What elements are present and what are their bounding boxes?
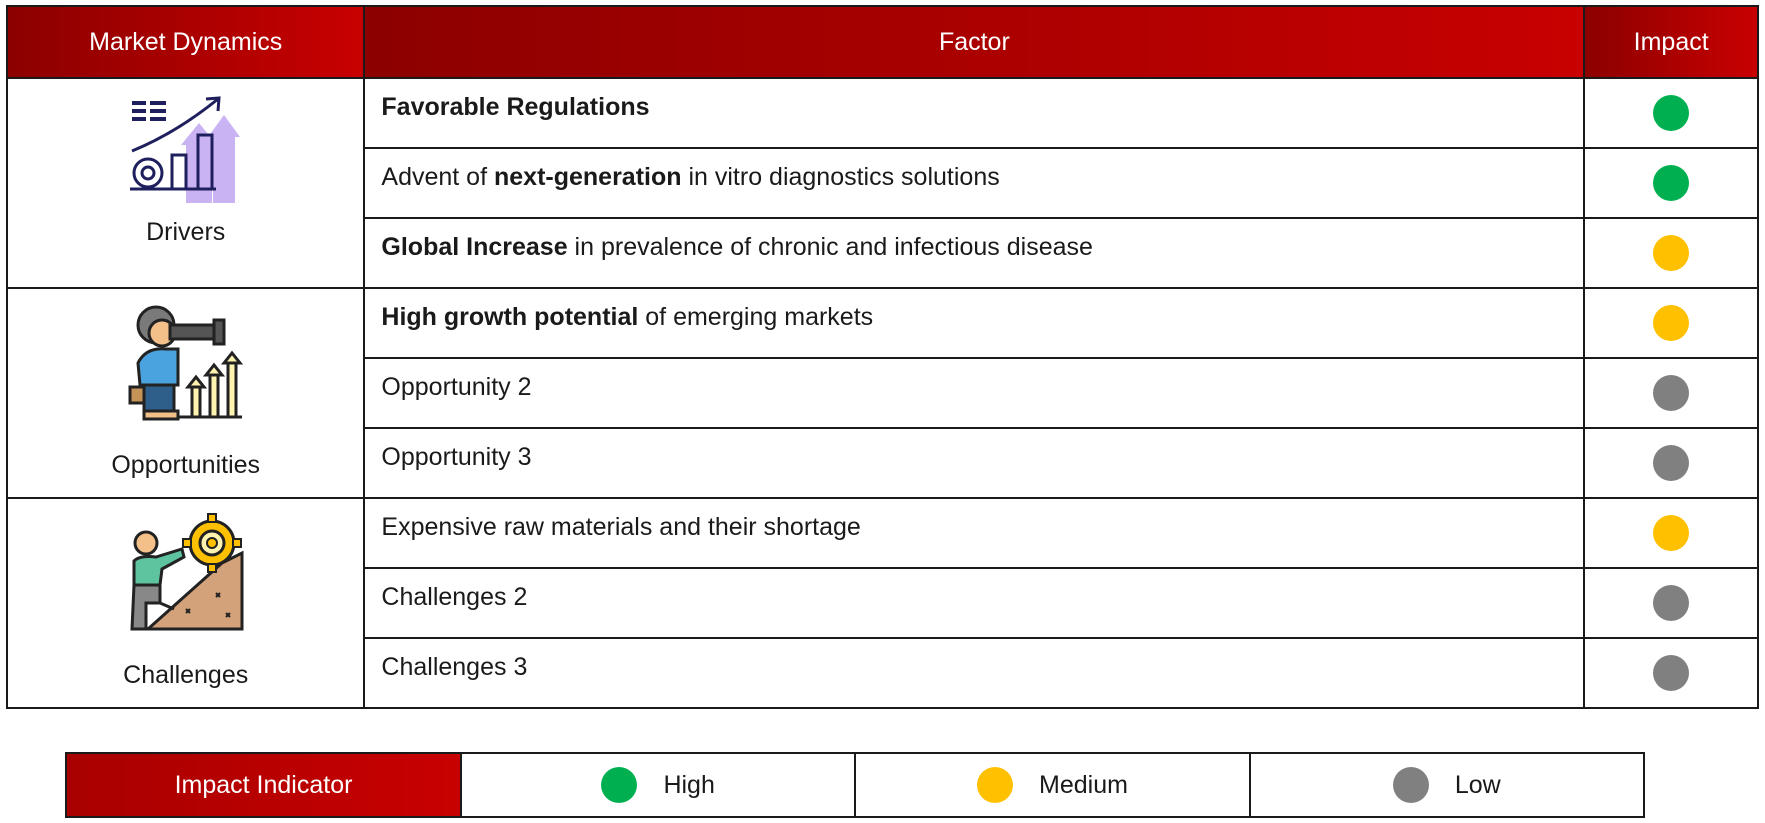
category-label: Challenges bbox=[123, 661, 249, 689]
market-dynamics-table: Market Dynamics Factor Impact bbox=[5, 5, 1759, 709]
factor-cell: Advent of next-generation in vitro diagn… bbox=[363, 147, 1586, 219]
table-row: Challenges 3 bbox=[7, 637, 1759, 709]
impact-medium-icon bbox=[977, 767, 1014, 803]
impact-cell bbox=[1583, 427, 1759, 499]
factor-cell: Opportunity 3 bbox=[363, 427, 1586, 499]
impact-medium-icon bbox=[1653, 305, 1690, 341]
climbing-gear-icon bbox=[130, 513, 244, 631]
impact-cell bbox=[1583, 497, 1759, 569]
impact-cell bbox=[1583, 287, 1759, 359]
factor-cell: Challenges 2 bbox=[363, 567, 1586, 639]
impact-medium-icon bbox=[1653, 235, 1690, 271]
category-label: Drivers bbox=[146, 218, 226, 246]
legend-item-medium: Medium bbox=[856, 754, 1251, 816]
impact-low-icon bbox=[1653, 655, 1690, 691]
category-drivers: Drivers bbox=[5, 77, 366, 289]
factor-cell: Global Increase in prevalence of chronic… bbox=[363, 217, 1586, 289]
impact-cell bbox=[1583, 77, 1759, 149]
impact-cell bbox=[1583, 147, 1759, 219]
table-row: Global Increase in prevalence of chronic… bbox=[7, 217, 1759, 289]
header-impact: Impact bbox=[1583, 5, 1759, 79]
impact-cell bbox=[1583, 637, 1759, 709]
table-header-row: Market Dynamics Factor Impact bbox=[5, 5, 1759, 79]
factor-cell: Challenges 3 bbox=[363, 637, 1586, 709]
table-row: Opportunity 3 bbox=[7, 427, 1759, 499]
category-opportunities: Opportunities bbox=[5, 287, 366, 499]
category-label: Opportunities bbox=[111, 451, 261, 479]
impact-high-icon bbox=[1653, 95, 1690, 131]
table-row: Challenges Expensive raw materials and t… bbox=[5, 497, 1759, 709]
legend-item-high: High bbox=[462, 754, 857, 816]
factor-cell: Opportunity 2 bbox=[363, 357, 1586, 429]
impact-cell bbox=[1583, 357, 1759, 429]
impact-medium-icon bbox=[1653, 515, 1690, 551]
impact-cell bbox=[1583, 217, 1759, 289]
factor-cell: High growth potential of emerging market… bbox=[363, 287, 1586, 359]
header-factor: Factor bbox=[363, 5, 1586, 79]
legend-label: Medium bbox=[1039, 770, 1128, 799]
growth-chart-icon bbox=[129, 96, 240, 203]
legend-title: Impact Indicator bbox=[67, 754, 462, 816]
table-row: Challenges 2 bbox=[7, 567, 1759, 639]
legend-label: High bbox=[663, 770, 715, 799]
impact-legend: Impact Indicator High Medium Low bbox=[65, 752, 1645, 818]
impact-low-icon bbox=[1653, 375, 1690, 411]
impact-low-icon bbox=[1392, 767, 1429, 803]
table-row: Drivers Favorable Regulations bbox=[5, 77, 1759, 289]
header-market-dynamics: Market Dynamics bbox=[5, 5, 366, 79]
table-row: Opportunity 2 bbox=[7, 357, 1759, 429]
table-row: Advent of next-generation in vitro diagn… bbox=[7, 147, 1759, 219]
impact-high-icon bbox=[601, 767, 638, 803]
impact-high-icon bbox=[1653, 165, 1690, 201]
impact-low-icon bbox=[1653, 445, 1690, 481]
impact-low-icon bbox=[1653, 585, 1690, 621]
telescope-person-icon bbox=[128, 305, 243, 421]
legend-item-low: Low bbox=[1251, 754, 1643, 816]
factor-cell: Expensive raw materials and their shorta… bbox=[363, 497, 1586, 569]
impact-cell bbox=[1583, 567, 1759, 639]
table-row: Opportunities High growth potential of e… bbox=[5, 287, 1759, 499]
legend-label: Low bbox=[1454, 770, 1501, 799]
category-challenges: Challenges bbox=[5, 497, 366, 709]
factor-cell: Favorable Regulations bbox=[363, 77, 1586, 149]
